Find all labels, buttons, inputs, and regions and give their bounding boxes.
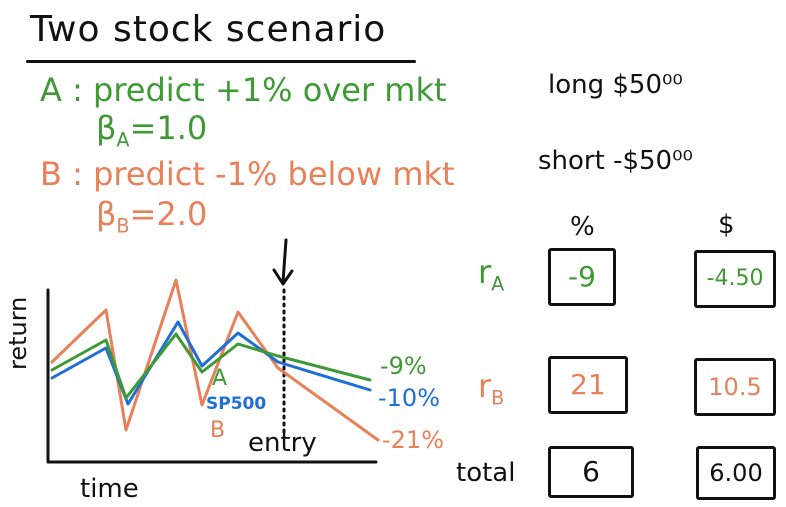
- stock-b-prediction: B : predict -1% below mkt: [40, 155, 455, 193]
- entry-arrowhead-icon: [272, 268, 294, 286]
- long-position: long $50⁰⁰: [548, 70, 683, 100]
- series-sp500-line: [50, 320, 372, 406]
- row-label-rb: rB: [478, 367, 505, 410]
- series-b-end-value: -21%: [382, 426, 445, 454]
- beta-sub: B: [116, 214, 130, 238]
- ra-percent-box: -9: [548, 248, 616, 306]
- rb-dollar-value: 10.5: [708, 373, 762, 401]
- beta-sub: A: [116, 128, 130, 152]
- row-label-ra: rA: [478, 253, 505, 296]
- entry-arrow-icon: [281, 238, 288, 284]
- series-sp500-end-value: -10%: [378, 384, 441, 412]
- beta-symbol: β: [96, 109, 117, 147]
- series-b-label: B: [210, 418, 226, 443]
- total-percent-box: 6: [548, 446, 634, 498]
- total-dollar-value: 6.00: [709, 459, 763, 487]
- ra-dollar-box: -4.50: [694, 250, 776, 308]
- short-position: short -$50⁰⁰: [538, 146, 693, 176]
- entry-label: entry: [248, 428, 317, 458]
- ra-dollar-value: -4.50: [706, 266, 764, 291]
- total-dollar-box: 6.00: [696, 446, 776, 500]
- beta-value: =2.0: [129, 195, 208, 233]
- page-title: Two stock scenario: [30, 9, 387, 50]
- series-a-end-value: -9%: [380, 352, 427, 380]
- stock-b-beta: βB=2.0: [96, 198, 207, 236]
- rb-percent-box: 21: [548, 356, 628, 414]
- rb-percent-value: 21: [570, 368, 606, 401]
- total-percent-value: 6: [582, 455, 600, 488]
- percent-column-header: %: [570, 212, 595, 242]
- graph-axes: [46, 288, 378, 464]
- series-a-label: A: [212, 366, 228, 391]
- row-label-total: total: [456, 458, 516, 488]
- title-underline: [26, 60, 416, 63]
- beta-value: =1.0: [129, 109, 208, 147]
- series-sp500-label: SP500: [206, 394, 267, 414]
- stock-a-beta: βA=1.0: [96, 112, 207, 150]
- dollar-column-header: $: [718, 210, 735, 240]
- ra-percent-value: -9: [568, 260, 596, 293]
- stock-a-prediction: A : predict +1% over mkt: [40, 71, 447, 109]
- rb-dollar-box: 10.5: [694, 358, 776, 416]
- y-axis-label: return: [4, 296, 32, 370]
- x-axis-label: time: [80, 474, 139, 504]
- beta-symbol: β: [96, 195, 117, 233]
- series-a-line: [50, 332, 372, 400]
